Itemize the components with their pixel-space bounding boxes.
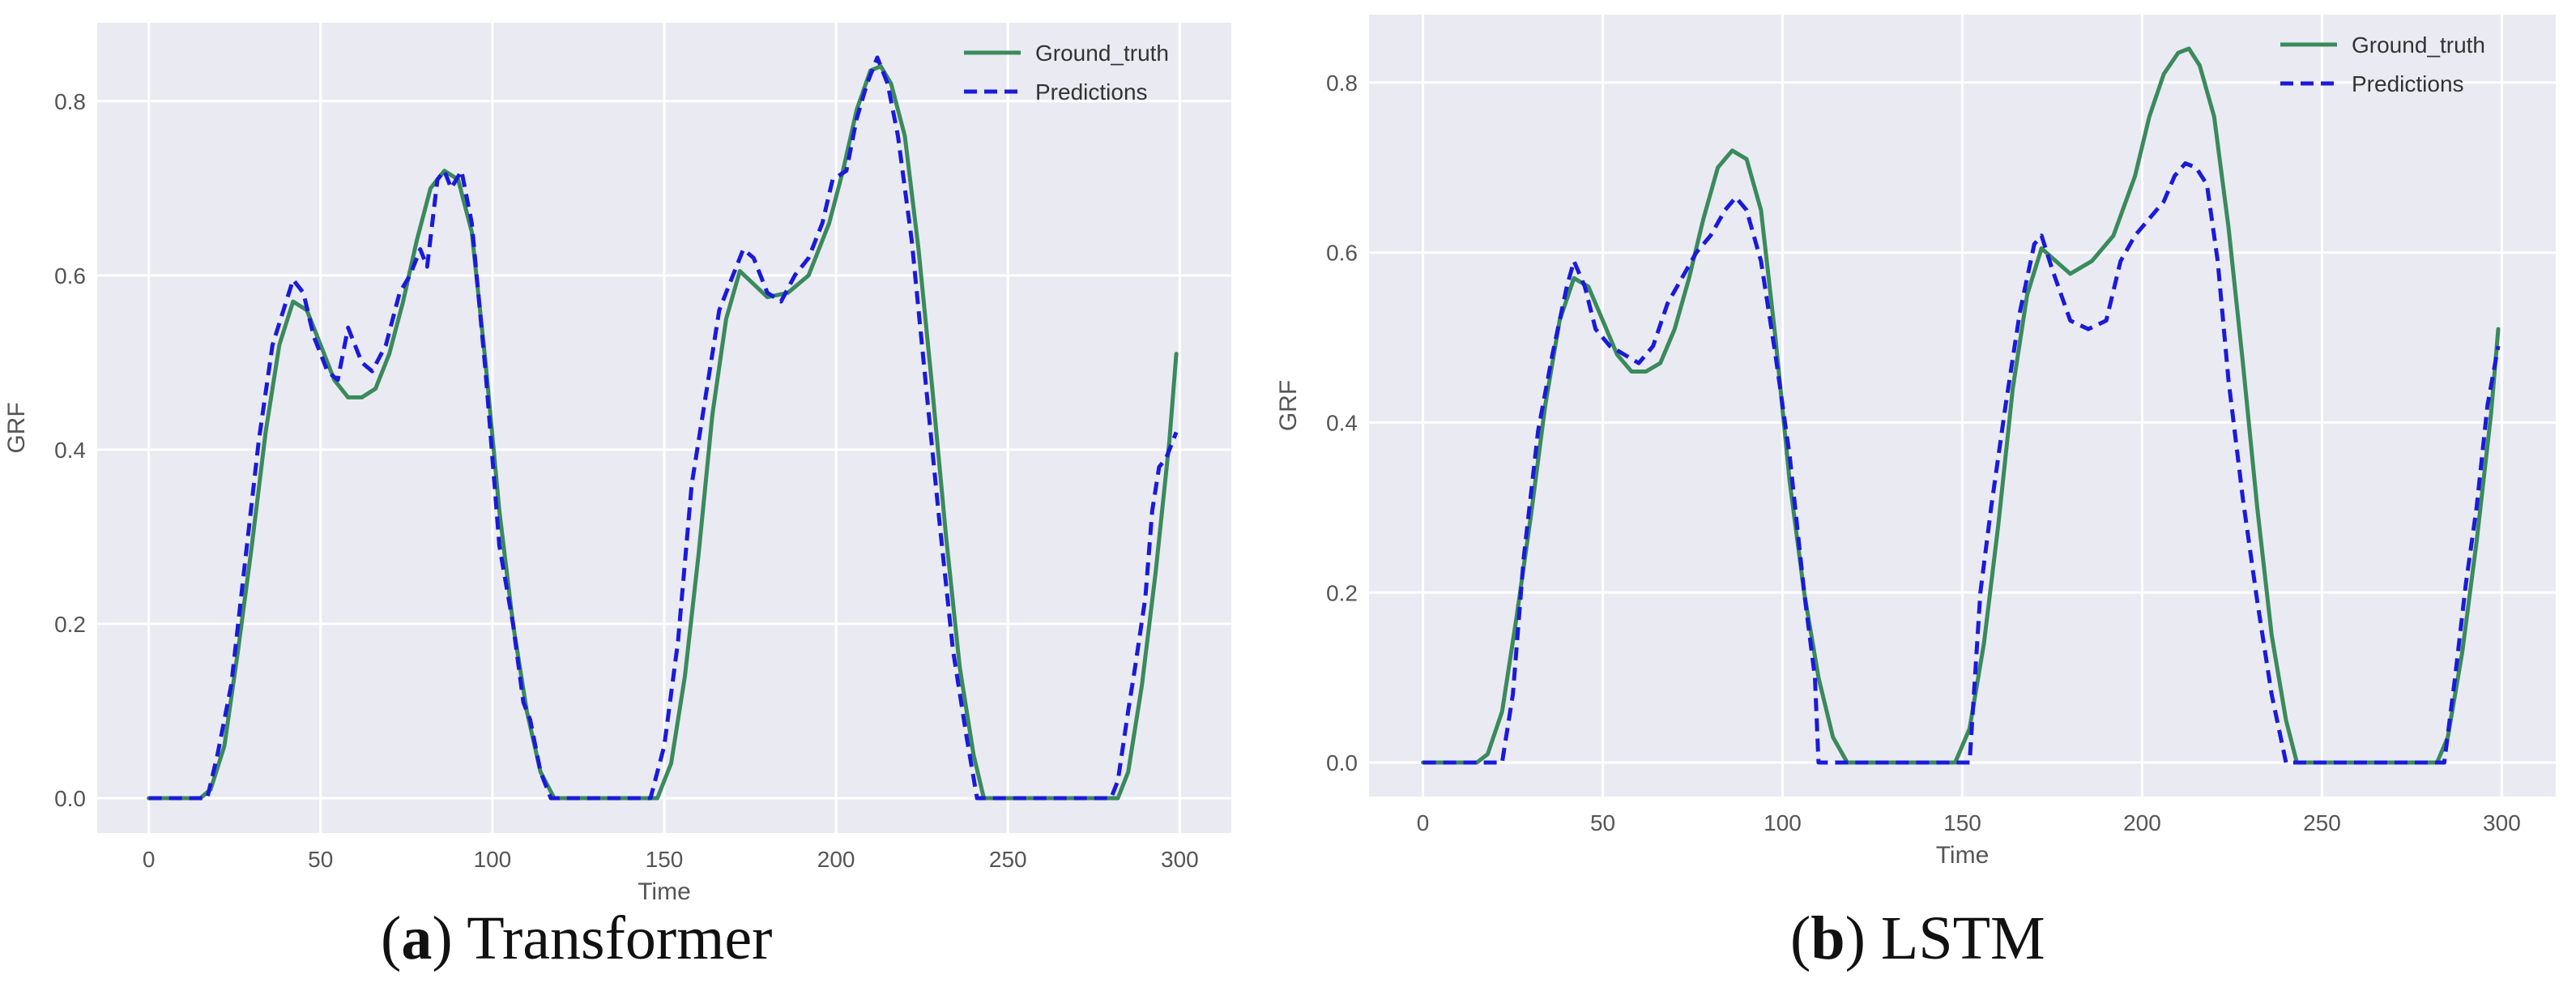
y-axis-label: GRF [3, 402, 30, 453]
y-tick-label: 0.6 [1326, 241, 1358, 266]
y-axis-label: GRF [1275, 380, 1302, 431]
x-tick-label: 150 [1943, 810, 1981, 835]
legend-label: Ground_truth [1035, 41, 1169, 66]
y-tick-label: 0.8 [1326, 70, 1358, 96]
series-line-predictions [148, 55, 1179, 801]
caption-b-text: LSTM [1880, 904, 2045, 972]
chart-panel-b: 0 50 100 150 200 250 300 0.0 0.2 0.4 0.6 0.8 Time GRF… [1275, 0, 2576, 1004]
y-tick-label: 0.0 [1326, 750, 1358, 775]
x-tick-label: 300 [1161, 847, 1199, 872]
x-tick-label: 100 [1764, 810, 1802, 835]
y-tick-label: 0.8 [54, 89, 86, 114]
x-tick-label: 50 [1590, 810, 1615, 835]
x-tick-label: 200 [2123, 810, 2161, 835]
x-tick-label: 150 [646, 847, 684, 872]
y-tick-label: 0.2 [1326, 580, 1358, 605]
chart-panel-a: 0 50 100 150 200 250 300 0.0 0.2 0.4 0.6 0.8 Time GRF… [3, 23, 1231, 972]
caption-a-text: Transformer [467, 904, 773, 972]
caption-a-letter: a [401, 904, 433, 972]
y-tick-label: 0.4 [1326, 410, 1358, 435]
x-tick-label: 200 [817, 847, 855, 872]
transformer-chart: 0 50 100 150 200 250 300 0.0 0.2 0.4 0.6 0.8 Time GRF… [3, 23, 1231, 905]
caption-b: (b) LSTM [1790, 904, 2045, 972]
lstm-chart: 0 50 100 150 200 250 300 0.0 0.2 0.4 0.6 0.8 Time GRF… [1275, 15, 2556, 869]
x-tick-label: 250 [2303, 810, 2341, 835]
x-tick-label: 100 [474, 847, 512, 872]
caption-b-letter: b [1810, 904, 1845, 972]
x-tick-label: 250 [989, 847, 1027, 872]
y-tick-label: 0.0 [54, 786, 86, 811]
y-tick-label: 0.4 [54, 438, 86, 463]
series-line-predictions [1422, 161, 2501, 765]
x-tick-label: 50 [308, 847, 333, 872]
x-axis-label: Time [638, 878, 691, 905]
y-tick-label: 0.2 [54, 612, 86, 637]
x-tick-label: 0 [143, 847, 156, 872]
x-tick-label: 0 [1417, 810, 1430, 835]
caption-a: (a) Transformer [381, 904, 773, 972]
series-line-ground-truth [1421, 46, 2501, 765]
x-axis-label: Time [1936, 842, 1990, 869]
y-tick-label: 0.6 [54, 263, 86, 288]
legend-label: Predictions [2352, 71, 2464, 96]
legend-label: Predictions [1035, 79, 1148, 105]
legend-label: Ground_truth [2352, 32, 2485, 58]
x-tick-label: 300 [2483, 810, 2521, 835]
